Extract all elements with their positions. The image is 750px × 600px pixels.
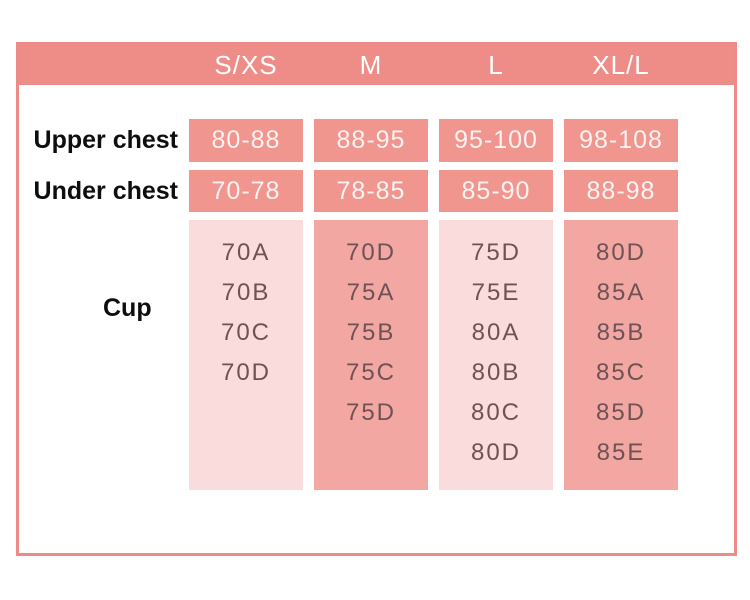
upper-chest-value-sxs: 80-88 [189, 119, 303, 162]
under-chest-value-l: 85-90 [439, 170, 553, 212]
row-label-under-chest: Under chest [33, 177, 178, 205]
cup-size-item: 70C [220, 319, 272, 346]
row-label-cup: Cup [103, 294, 152, 322]
cup-size-item: 75A [346, 279, 396, 306]
cup-size-item: 85D [595, 399, 647, 426]
cup-size-item: 75C [345, 359, 397, 386]
cup-column-xll: 80D 85A 85B 85C 85D 85E [564, 220, 678, 490]
cup-size-item: 70D [220, 359, 272, 386]
cup-size-item: 70A [221, 239, 271, 266]
size-column-header-m: M [359, 50, 383, 80]
cup-column-m: 70D 75A 75B 75C 75D [314, 220, 428, 490]
cup-size-item: 80C [470, 399, 522, 426]
under-chest-value-m: 78-85 [314, 170, 428, 212]
cup-size-item: 85B [596, 319, 646, 346]
cup-size-item: 70D [345, 239, 397, 266]
upper-chest-value-m: 88-95 [314, 119, 428, 162]
upper-chest-value-l: 95-100 [439, 119, 553, 162]
cup-size-item: 85A [596, 279, 646, 306]
cup-size-item: 80B [471, 359, 521, 386]
row-label-upper-chest: Upper chest [33, 126, 178, 154]
under-chest-value-sxs: 70-78 [189, 170, 303, 212]
upper-chest-value-xll: 98-108 [564, 119, 678, 162]
size-column-header-sxs: S/XS [214, 50, 278, 80]
cup-size-item: 75D [345, 399, 397, 426]
cup-size-item: 70B [221, 279, 271, 306]
size-column-header-xll: XL/L [592, 50, 650, 80]
cup-size-item: 75E [471, 279, 521, 306]
cup-size-item: 85C [595, 359, 647, 386]
cup-size-item: 85E [596, 439, 646, 466]
cup-size-item: 75B [346, 319, 396, 346]
size-chart-table: S/XS M L XL/L Upper chest 80-88 88-95 95… [16, 42, 737, 556]
under-chest-value-xll: 88-98 [564, 170, 678, 212]
size-column-header-l: L [488, 50, 504, 80]
cup-column-sxs: 70A 70B 70C 70D [189, 220, 303, 490]
size-header-band [19, 45, 734, 85]
cup-size-item: 80A [471, 319, 521, 346]
cup-column-l: 75D 75E 80A 80B 80C 80D [439, 220, 553, 490]
cup-size-item: 80D [595, 239, 647, 266]
cup-size-item: 75D [470, 239, 522, 266]
cup-size-item: 80D [470, 439, 522, 466]
